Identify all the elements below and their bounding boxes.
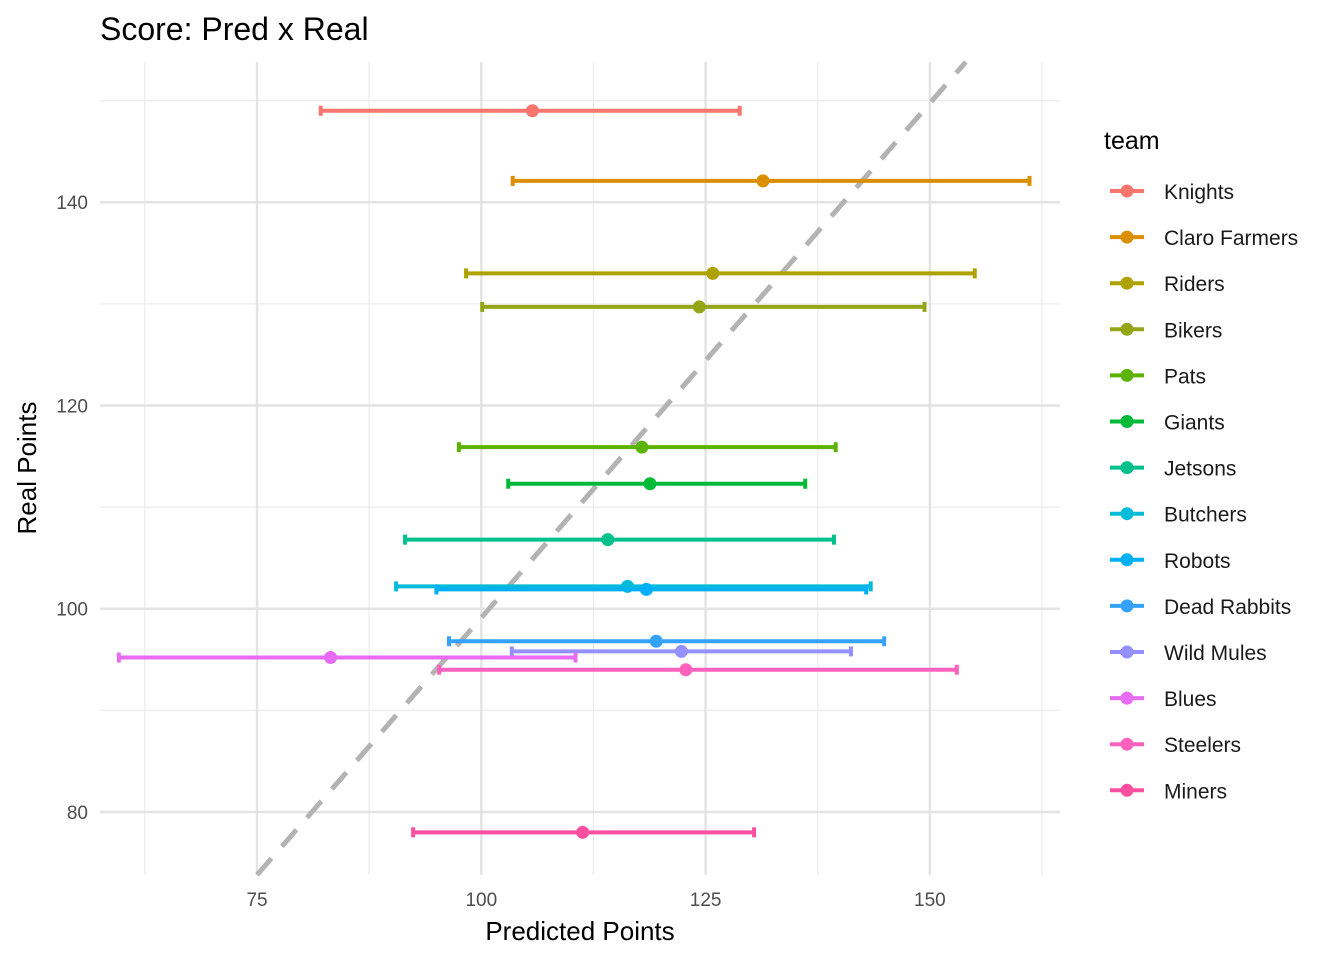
- legend-key-point: [1120, 507, 1134, 521]
- y-tick-label: 100: [56, 600, 88, 621]
- x-tick-label: 75: [246, 890, 267, 911]
- legend-item: Miners: [1110, 780, 1227, 803]
- legend-key-point: [1120, 276, 1134, 290]
- legend-label: Riders: [1164, 273, 1225, 296]
- legend-item: Bikers: [1110, 319, 1222, 342]
- chart-title: Score: Pred x Real: [100, 11, 369, 47]
- legend-label: Robots: [1164, 550, 1231, 573]
- series-robots: [434, 582, 869, 596]
- legend-item: Giants: [1110, 412, 1225, 435]
- legend-item: Butchers: [1110, 504, 1247, 527]
- legend-key-point: [1120, 645, 1134, 659]
- x-tick-label: 150: [914, 890, 946, 911]
- x-axis-title: Predicted Points: [485, 916, 674, 946]
- y-tick-label: 140: [56, 193, 88, 214]
- legend-item: Jetsons: [1110, 458, 1236, 481]
- legend-key-point: [1120, 184, 1134, 198]
- legend-item: Claro Farmers: [1110, 227, 1298, 250]
- data-point: [635, 440, 649, 454]
- legend-item: Blues: [1110, 688, 1217, 711]
- reference-line-group: [255, 60, 968, 877]
- legend-label: Bikers: [1164, 319, 1222, 342]
- axis-ticks: 75 100 125 150 80 100 120 140: [56, 193, 945, 911]
- data-point: [639, 582, 653, 596]
- legend-label: Knights: [1164, 181, 1234, 204]
- series-bikers: [480, 300, 927, 314]
- y-axis-title: Real Points: [12, 402, 42, 535]
- data-point: [756, 174, 770, 188]
- series-wild-mules: [509, 644, 853, 658]
- legend-label: Wild Mules: [1164, 642, 1267, 665]
- data-point: [324, 651, 338, 665]
- series-claro-farmers: [510, 174, 1032, 188]
- legend-label: Butchers: [1164, 504, 1247, 527]
- legend-label: Claro Farmers: [1164, 227, 1298, 250]
- series-riders: [464, 266, 977, 280]
- legend-item: Steelers: [1110, 734, 1241, 757]
- data-point: [525, 104, 539, 118]
- legend-item: Knights: [1110, 181, 1234, 204]
- series-jetsons: [403, 533, 836, 547]
- data-point: [643, 477, 657, 491]
- legend-label: Steelers: [1164, 734, 1241, 757]
- y-tick-label: 120: [56, 396, 88, 417]
- data-point: [601, 533, 615, 547]
- x-tick-label: 125: [690, 890, 722, 911]
- legend-item: Riders: [1110, 273, 1225, 296]
- legend-key-point: [1120, 599, 1134, 613]
- y-tick-label: 80: [67, 803, 88, 824]
- legend-key-point: [1120, 783, 1134, 797]
- series-miners: [411, 825, 757, 839]
- grid: [100, 62, 1060, 875]
- legend-key-point: [1120, 461, 1134, 475]
- legend-label: Giants: [1164, 412, 1225, 435]
- x-tick-label: 100: [465, 890, 497, 911]
- reference-line: [255, 60, 968, 877]
- legend-item: Wild Mules: [1110, 642, 1267, 665]
- data-marks: [116, 104, 1032, 839]
- legend-key-point: [1120, 691, 1134, 705]
- legend-title: team: [1104, 127, 1160, 155]
- legend-item: Dead Rabbits: [1110, 596, 1291, 619]
- legend-key-point: [1120, 553, 1134, 567]
- legend-label: Miners: [1164, 780, 1227, 803]
- legend-label: Jetsons: [1164, 458, 1236, 481]
- series-pats: [456, 440, 838, 454]
- series-dead-rabbits: [447, 634, 887, 648]
- legend: team Knights Claro Farmers Riders Bikers Pat…: [1104, 127, 1298, 803]
- legend-key-point: [1120, 415, 1134, 428]
- legend-key-point: [1120, 737, 1134, 751]
- series-knights: [318, 104, 742, 118]
- data-point: [576, 825, 590, 839]
- legend-item: Pats: [1110, 365, 1206, 388]
- data-point: [679, 663, 693, 677]
- legend-label: Pats: [1164, 365, 1206, 388]
- series-blues: [116, 651, 578, 665]
- data-point: [706, 266, 720, 280]
- data-point: [692, 300, 706, 314]
- legend-label: Dead Rabbits: [1164, 596, 1291, 619]
- legend-label: Blues: [1164, 688, 1217, 711]
- data-point: [649, 634, 663, 648]
- series-giants: [506, 477, 808, 491]
- legend-key-point: [1120, 322, 1134, 336]
- series-steelers: [437, 663, 959, 677]
- legend-item: Robots: [1110, 550, 1231, 573]
- data-point: [674, 644, 688, 658]
- legend-key-point: [1120, 230, 1134, 244]
- legend-key-point: [1120, 368, 1134, 382]
